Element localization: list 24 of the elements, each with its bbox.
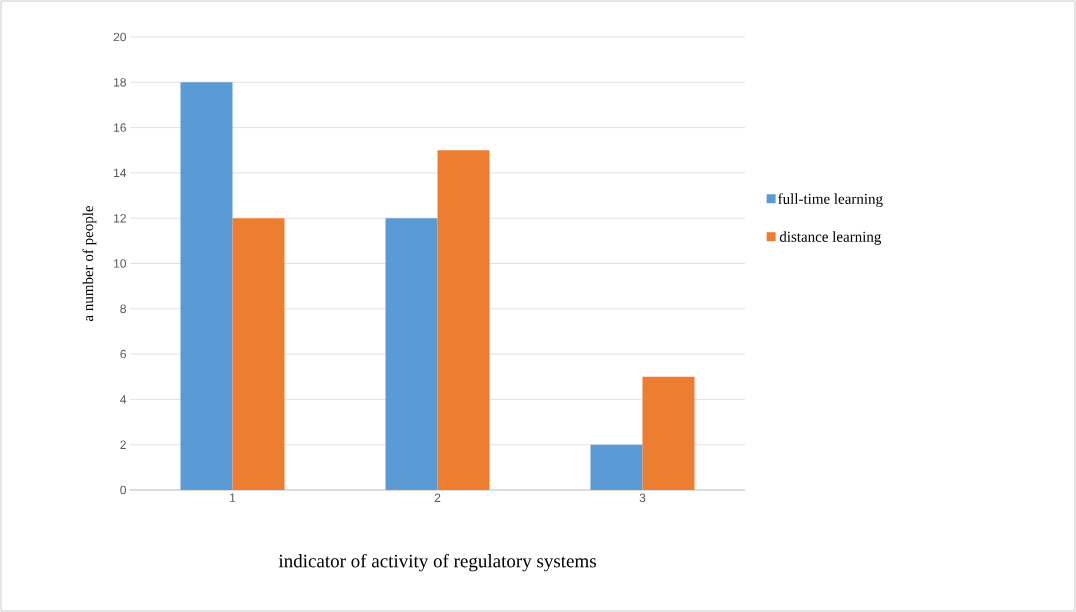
legend-label: full-time learning [778,193,883,207]
y-tick-label: 2 [120,440,126,449]
bar [232,218,285,490]
y-tick-label: 18 [114,78,126,87]
bar [590,444,643,490]
y-tick-label: 14 [114,168,127,178]
y-tick-label: 20 [113,32,127,42]
bar [437,150,490,490]
y-tick-label: 12 [114,214,126,223]
x-tick-label: 3 [639,493,646,503]
x-tick-label: 2 [434,493,441,502]
y-tick-label: 16 [114,123,126,132]
bar [642,376,695,490]
bar [180,82,233,490]
y-tick-label: 10 [114,259,127,268]
y-axis-title: a number of people [82,205,97,322]
legend-label: distance learning [779,231,882,245]
y-tick-label: 0 [120,485,127,495]
x-tick-label: 1 [230,493,236,502]
x-axis-title: indicator of activity of regulatory systems [278,553,596,572]
y-tick-label: 4 [120,395,127,404]
y-tick-label: 8 [120,304,126,314]
bar [385,218,438,490]
y-tick-label: 6 [120,349,126,359]
